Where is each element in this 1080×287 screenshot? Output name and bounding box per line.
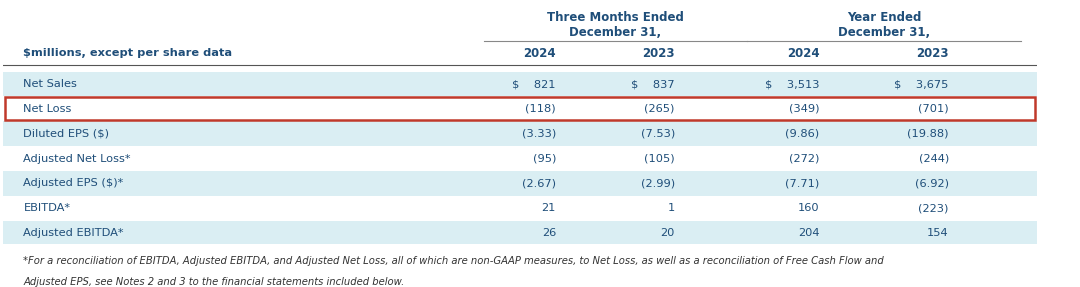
Text: December 31,: December 31,: [838, 26, 930, 39]
Text: $    3,675: $ 3,675: [894, 79, 949, 89]
Text: 160: 160: [798, 203, 820, 213]
Text: December 31,: December 31,: [569, 26, 661, 39]
Text: 2023: 2023: [916, 47, 949, 60]
Text: $    3,513: $ 3,513: [765, 79, 820, 89]
Text: (2.67): (2.67): [522, 179, 556, 189]
Text: (3.33): (3.33): [522, 129, 556, 139]
Text: (223): (223): [918, 203, 949, 213]
Text: (6.92): (6.92): [915, 179, 949, 189]
Text: 1: 1: [667, 203, 675, 213]
Text: Year Ended: Year Ended: [847, 11, 921, 24]
FancyBboxPatch shape: [3, 121, 1037, 146]
Text: (19.88): (19.88): [907, 129, 949, 139]
Text: 21: 21: [541, 203, 556, 213]
Text: Three Months Ended: Three Months Ended: [546, 11, 684, 24]
Text: $    837: $ 837: [631, 79, 675, 89]
FancyBboxPatch shape: [3, 96, 1037, 121]
Text: *For a reconciliation of EBITDA, Adjusted EBITDA, and Adjusted Net Loss, all of : *For a reconciliation of EBITDA, Adjuste…: [24, 257, 885, 266]
Text: 2023: 2023: [643, 47, 675, 60]
Text: Net Sales: Net Sales: [24, 79, 78, 89]
Text: (9.86): (9.86): [785, 129, 820, 139]
Text: $millions, except per share data: $millions, except per share data: [24, 49, 232, 59]
Text: 2024: 2024: [787, 47, 820, 60]
Text: (118): (118): [525, 104, 556, 114]
Text: Net Loss: Net Loss: [24, 104, 72, 114]
Text: 20: 20: [661, 228, 675, 238]
Text: (95): (95): [532, 154, 556, 164]
Text: (265): (265): [645, 104, 675, 114]
Text: Diluted EPS ($): Diluted EPS ($): [24, 129, 109, 139]
FancyBboxPatch shape: [3, 146, 1037, 171]
Text: 154: 154: [928, 228, 949, 238]
FancyBboxPatch shape: [3, 221, 1037, 246]
Text: 2024: 2024: [524, 47, 556, 60]
Text: (244): (244): [919, 154, 949, 164]
FancyBboxPatch shape: [3, 71, 1037, 96]
Text: (105): (105): [645, 154, 675, 164]
Text: (701): (701): [918, 104, 949, 114]
Text: (2.99): (2.99): [640, 179, 675, 189]
Text: $    821: $ 821: [512, 79, 556, 89]
Text: (272): (272): [789, 154, 820, 164]
Text: Adjusted EPS, see Notes 2 and 3 to the financial statements included below.: Adjusted EPS, see Notes 2 and 3 to the f…: [24, 277, 405, 287]
Text: (7.53): (7.53): [640, 129, 675, 139]
Text: Adjusted Net Loss*: Adjusted Net Loss*: [24, 154, 131, 164]
Text: 26: 26: [542, 228, 556, 238]
Text: (349): (349): [789, 104, 820, 114]
Text: EBITDA*: EBITDA*: [24, 203, 70, 213]
Text: 204: 204: [798, 228, 820, 238]
FancyBboxPatch shape: [3, 196, 1037, 221]
Text: Adjusted EBITDA*: Adjusted EBITDA*: [24, 228, 124, 238]
Text: (7.71): (7.71): [785, 179, 820, 189]
Text: Adjusted EPS ($)*: Adjusted EPS ($)*: [24, 179, 124, 189]
FancyBboxPatch shape: [3, 171, 1037, 196]
